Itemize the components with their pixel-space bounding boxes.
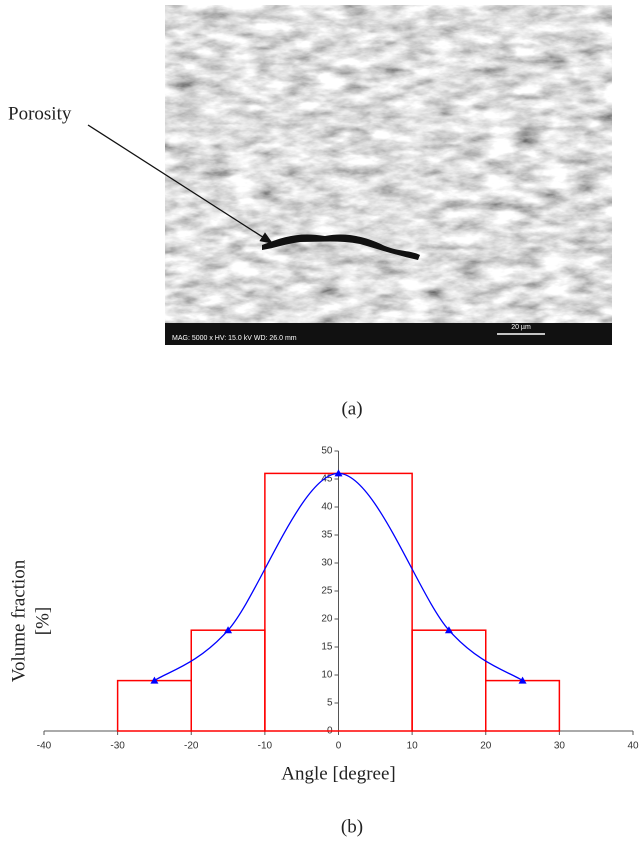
- data-point: [224, 626, 233, 634]
- x-tick-label: -20: [184, 741, 199, 752]
- y-tick-label: 40: [321, 502, 333, 513]
- y-axis-label: [%]: [32, 607, 53, 635]
- panel-label: (a): [341, 398, 362, 419]
- y-axis-label: Volume fraction: [8, 559, 29, 682]
- chart: -40 -30 -20 -10 0 10 20 30 400510152025303540455…: [8, 446, 639, 785]
- x-tick-label: 0: [336, 741, 342, 752]
- x-tick-label: 20: [480, 741, 492, 752]
- y-tick-label: 35: [321, 530, 333, 541]
- data-point: [444, 626, 453, 634]
- x-tick-label: 30: [554, 741, 566, 752]
- y-tick-label: 10: [321, 670, 333, 681]
- data-point: [334, 469, 343, 477]
- histogram-bar: [190, 629, 266, 732]
- y-tick-label: 25: [321, 586, 333, 597]
- histogram-bar: [116, 679, 192, 732]
- pore: [262, 234, 420, 260]
- data-point: [518, 676, 527, 684]
- panel-label: (b): [341, 816, 363, 837]
- sem-image: MAG: 5000 x HV: 15.0 kV WD: 26.0 mm 20 µ…: [165, 5, 612, 345]
- scale-label: 20 µm: [511, 324, 531, 331]
- x-tick-label: -40: [37, 741, 52, 752]
- y-tick-label: 15: [321, 642, 333, 653]
- histogram-bar: [485, 679, 561, 732]
- annotation-arrow: [87, 124, 274, 244]
- histogram-bar: [411, 629, 487, 732]
- data-point: [150, 676, 159, 684]
- x-tick-label: 10: [407, 741, 419, 752]
- y-tick-label: 5: [327, 698, 333, 709]
- sem-texture: [165, 5, 612, 323]
- y-tick-label: 50: [321, 446, 333, 457]
- annotation: Porosity: [8, 103, 72, 124]
- x-axis-label: Angle [degree]: [281, 763, 395, 784]
- y-tick-label: 20: [321, 614, 333, 625]
- y-tick-label: 30: [321, 558, 333, 569]
- x-tick-label: -30: [110, 741, 125, 752]
- info-bar: [165, 323, 612, 345]
- x-tick-label: 40: [627, 741, 639, 752]
- y-tick-label: 45: [321, 474, 333, 485]
- x-tick-label: -10: [258, 741, 273, 752]
- info-text: MAG: 5000 x HV: 15.0 kV WD: 26.0 mm: [172, 335, 297, 342]
